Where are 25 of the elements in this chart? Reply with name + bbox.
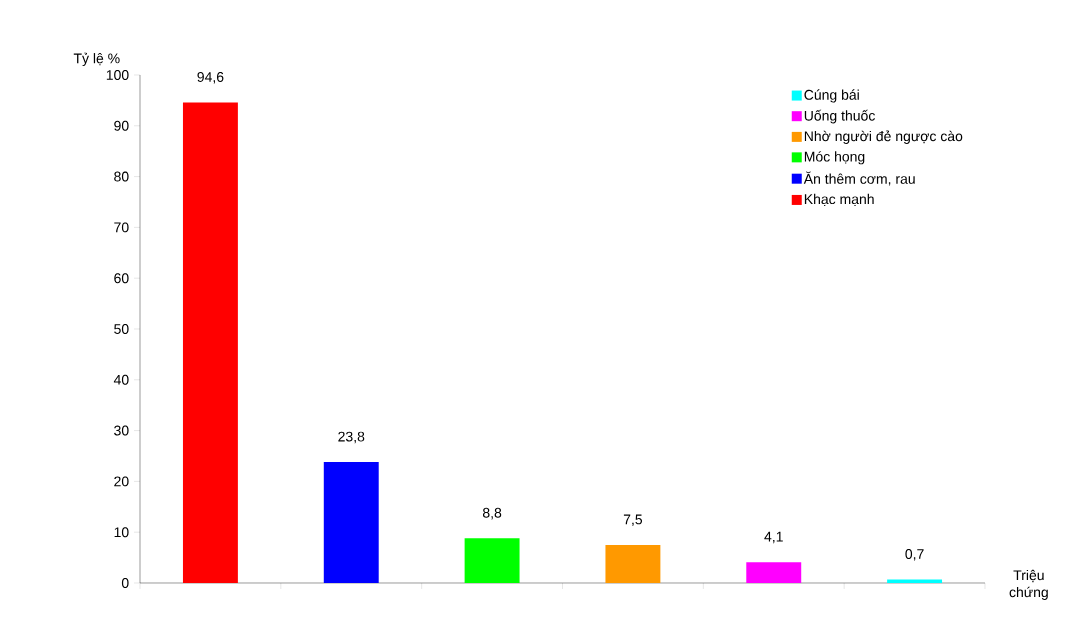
y-tick-label: 90 (114, 120, 129, 131)
legend-label: Uống thuốc (804, 109, 875, 124)
y-tick-label: 40 (113, 374, 129, 385)
y-tick-label: 30 (114, 425, 129, 436)
data-label: 0,7 (905, 548, 924, 561)
legend-label: Cúng bái (804, 89, 859, 103)
data-label: 23,8 (338, 431, 365, 444)
y-tick-label: 20 (114, 476, 129, 487)
y-tick-label: 80 (114, 171, 129, 182)
legend-label: Ăn thêm cơm, rau (803, 171, 915, 186)
legend-label: Khạc mạnh (804, 193, 874, 207)
data-label: 94,6 (197, 71, 224, 84)
legend-label: Móc họng (804, 151, 865, 165)
y-tick-label: 10 (114, 527, 129, 538)
data-label: 8,8 (482, 507, 502, 520)
y-tick-label: 70 (114, 222, 129, 233)
y-axis-title: Tỷ lệ % (73, 52, 120, 67)
legend-label: Nhờ người đẻ ngược cào (804, 130, 963, 144)
x-axis-title: Triệu chứng (1009, 569, 1048, 600)
data-label: 4,1 (764, 531, 783, 544)
data-label: 7,5 (623, 514, 643, 527)
y-tick-label: 60 (114, 273, 129, 284)
y-tick-label: 50 (114, 324, 129, 334)
y-tick-label: 0 (121, 578, 129, 588)
y-tick-label: 100 (106, 70, 129, 80)
